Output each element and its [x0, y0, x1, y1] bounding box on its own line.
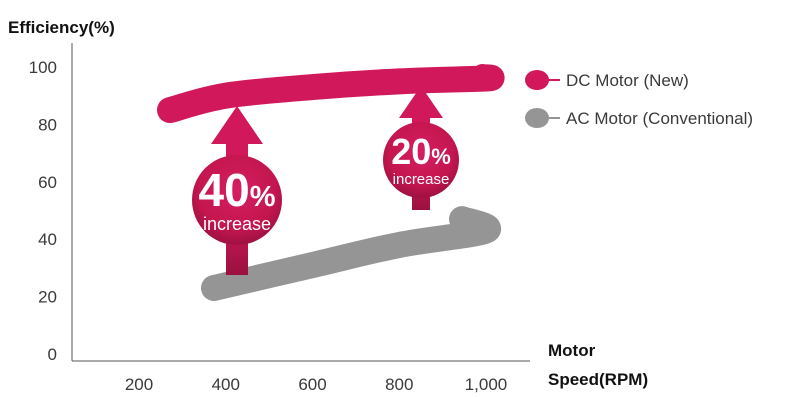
legend-label: AC Motor (Conventional)	[566, 109, 753, 128]
increase-badge	[192, 155, 282, 245]
legend: DC Motor (New) AC Motor (Conventional)	[525, 70, 753, 128]
y-tick-label: 40	[38, 230, 57, 249]
dc-motor-series-line	[157, 64, 505, 124]
x-tick-labels: 200 400 600 800 1,000	[125, 375, 507, 394]
increase-40-annotation: 40%increase	[192, 106, 282, 275]
y-tick-label: 80	[38, 115, 57, 134]
series-layer	[157, 64, 505, 301]
increase-badge	[383, 122, 459, 198]
x-tick-label: 600	[298, 375, 326, 394]
legend-item-ac-motor: AC Motor (Conventional)	[525, 108, 753, 128]
x-axis-title-line1: Motor	[548, 341, 596, 360]
increase-word: increase	[203, 214, 271, 234]
increase-value: 20%	[391, 131, 451, 172]
y-tick-labels: 0 20 40 60 80 100	[29, 58, 57, 364]
legend-swatch-dot	[525, 108, 549, 128]
increase-value: 40%	[199, 164, 276, 216]
ac-motor-series-line	[201, 206, 502, 301]
y-tick-label: 100	[29, 58, 57, 77]
x-axis-title-line2: Speed(RPM)	[548, 370, 648, 389]
increase-20-annotation: 20%increase	[383, 86, 459, 210]
x-tick-label: 200	[125, 375, 153, 394]
y-tick-label: 0	[48, 345, 57, 364]
legend-swatch-dot	[525, 70, 549, 90]
increase-word: increase	[393, 171, 450, 188]
x-tick-label: 400	[212, 375, 240, 394]
legend-item-dc-motor: DC Motor (New)	[525, 70, 689, 90]
arrow-up-icon	[399, 86, 443, 118]
x-tick-label: 1,000	[465, 375, 508, 394]
y-tick-label: 60	[38, 173, 57, 192]
y-axis-title: Efficiency(%)	[8, 18, 115, 37]
legend-label: DC Motor (New)	[566, 71, 689, 90]
arrow-up-icon	[211, 106, 263, 144]
x-tick-label: 800	[385, 375, 413, 394]
y-tick-label: 20	[38, 288, 57, 307]
